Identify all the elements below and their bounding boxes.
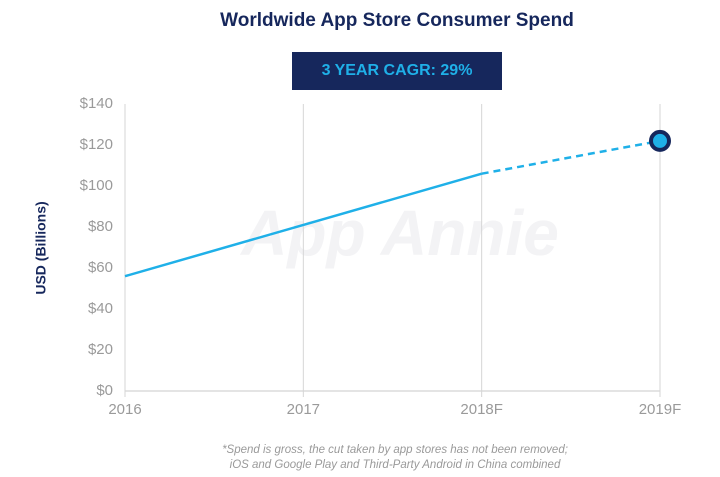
end-marker <box>649 129 671 152</box>
x-tick-label: 2017 <box>287 401 320 418</box>
line <box>124 172 483 278</box>
y-tick-label: $40 <box>88 300 113 317</box>
y-tick-label: $100 <box>80 177 113 194</box>
x-tick-label: 2016 <box>108 401 141 418</box>
x-tick-label: 2018F <box>460 401 503 418</box>
line <box>481 139 661 175</box>
badge-box <box>292 52 502 90</box>
chart-title: Worldwide App Store Consumer Spend <box>220 10 574 31</box>
y-tick-label: $120 <box>80 136 113 153</box>
y-tick-label: $60 <box>88 259 113 276</box>
y-tick-label: $80 <box>88 218 113 235</box>
footnote: iOS and Google Play and Third-Party Andr… <box>230 459 561 471</box>
y-tick-label: $140 <box>80 95 113 112</box>
footnote: *Spend is gross, the cut taken by app st… <box>222 444 568 456</box>
watermark: App Annie <box>239 197 559 269</box>
y-tick-label: $0 <box>96 382 113 399</box>
y-axis-label: USD (Billions) <box>33 201 49 294</box>
x-tick-label: 2019F <box>639 401 682 418</box>
y-tick-label: $20 <box>88 341 113 358</box>
badge: 3 YEAR CAGR: 29% <box>322 62 473 79</box>
